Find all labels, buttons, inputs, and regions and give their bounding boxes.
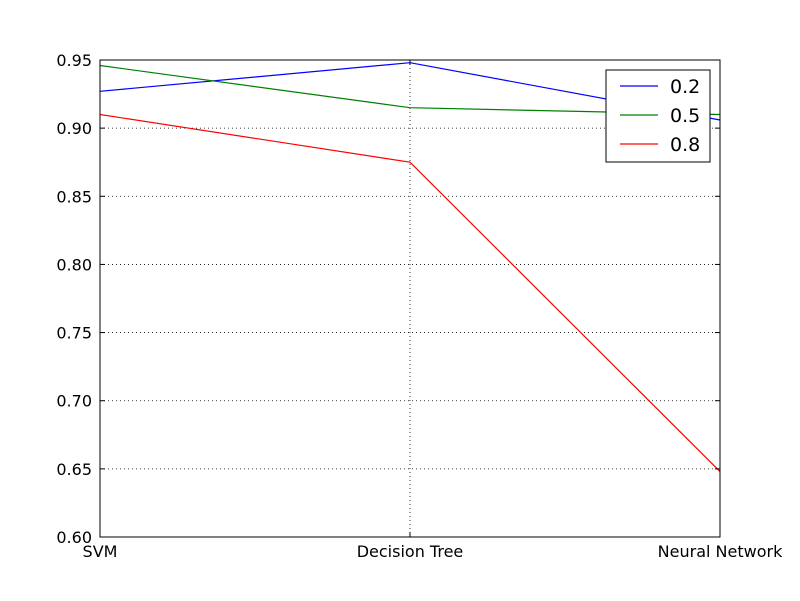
x-tick-label: SVM <box>83 542 118 561</box>
x-tick-label: Neural Network <box>658 542 783 561</box>
y-tick-label: 0.75 <box>56 324 92 343</box>
y-tick-label: 0.85 <box>56 187 92 206</box>
y-tick-label: 0.65 <box>56 460 92 479</box>
y-tick-label: 0.95 <box>56 51 92 70</box>
y-tick-label: 0.90 <box>56 119 92 138</box>
legend-label: 0.8 <box>670 134 700 156</box>
x-tick-label: Decision Tree <box>357 542 464 561</box>
legend: 0.2 0.5 0.8 <box>606 70 710 162</box>
legend-label: 0.2 <box>670 76 700 98</box>
legend-label: 0.5 <box>670 105 700 127</box>
y-tick-label: 0.70 <box>56 392 92 411</box>
y-tick-label: 0.80 <box>56 255 92 274</box>
